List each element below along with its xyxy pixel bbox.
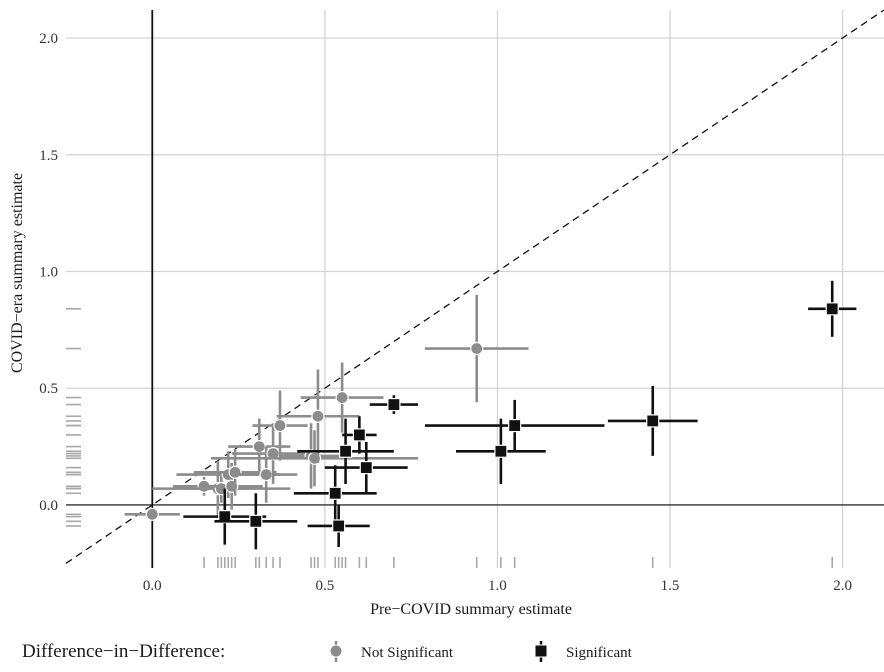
y-tick-label: 1.5 bbox=[39, 148, 58, 164]
not-significant-point-group bbox=[252, 390, 308, 461]
not-significant-point-group bbox=[210, 430, 419, 487]
not-significant-point-group bbox=[424, 294, 529, 403]
significant-point-group bbox=[297, 418, 394, 484]
significant-marker bbox=[352, 428, 366, 442]
significant-marker bbox=[359, 461, 373, 475]
y-tick-label: 0.5 bbox=[39, 381, 58, 397]
significant-marker bbox=[328, 486, 342, 500]
x-tick-label: 1.5 bbox=[661, 578, 680, 594]
not-significant-marker bbox=[470, 341, 484, 356]
not-significant-marker bbox=[273, 418, 287, 433]
significant-point-group bbox=[369, 395, 419, 414]
tick-labels: 0.0 0.5 1.0 1.5 2.0 0.0 0.5 1.0 1.5 2.0 bbox=[39, 31, 852, 594]
legend-label-significant: Significant bbox=[566, 645, 633, 661]
x-axis-title: Pre−COVID summary estimate bbox=[370, 601, 572, 618]
legend-key-significant bbox=[534, 641, 548, 662]
data-points bbox=[124, 280, 857, 550]
not-significant-marker bbox=[335, 390, 349, 405]
grid-layer bbox=[66, 10, 884, 568]
significant-point-group bbox=[293, 465, 377, 522]
legend-key-not-significant bbox=[329, 641, 343, 662]
x-tick-label: 2.0 bbox=[833, 578, 852, 594]
significant-marker bbox=[825, 302, 839, 316]
x-tick-label: 1.0 bbox=[488, 578, 507, 594]
significant-marker bbox=[249, 514, 263, 528]
significant-marker bbox=[332, 519, 346, 533]
legend-label-not-significant: Not Significant bbox=[361, 645, 454, 661]
legend: Difference−in−Difference: Not Significan… bbox=[22, 641, 633, 662]
significant-point-group bbox=[214, 493, 298, 550]
identity-dashed-line bbox=[65, 9, 884, 564]
y-tick-label: 2.0 bbox=[39, 31, 58, 47]
not-significant-point-group bbox=[300, 362, 384, 433]
significant-marker bbox=[508, 418, 522, 433]
reference-lines bbox=[65, 9, 884, 568]
significant-point-group bbox=[324, 441, 408, 494]
y-tick-label: 0.0 bbox=[39, 498, 58, 514]
significant-marker bbox=[338, 444, 353, 458]
not-significant-point-group bbox=[124, 507, 180, 521]
not-significant-marker bbox=[252, 439, 266, 454]
significant-point-group bbox=[342, 416, 377, 454]
legend-title: Difference−in−Difference: bbox=[22, 641, 225, 662]
not-significant-point-group bbox=[235, 446, 298, 503]
not-significant-marker bbox=[311, 409, 325, 423]
x-tick-label: 0.5 bbox=[315, 578, 334, 594]
significant-point-group bbox=[808, 280, 857, 337]
legend-significant-marker bbox=[534, 644, 548, 658]
not-significant-point-group bbox=[228, 418, 291, 475]
not-significant-point-group bbox=[276, 369, 360, 463]
significant-marker bbox=[494, 444, 508, 458]
not-significant-marker bbox=[228, 465, 242, 479]
significant-point-group bbox=[424, 399, 605, 452]
legend-not-significant-marker bbox=[329, 644, 343, 658]
significant-point-group bbox=[307, 504, 370, 547]
significant-point-group bbox=[183, 488, 267, 545]
significant-point-group bbox=[607, 385, 698, 456]
y-tick-label: 1.0 bbox=[39, 264, 58, 280]
significant-point-group bbox=[456, 418, 546, 484]
not-significant-marker bbox=[145, 507, 159, 521]
rug-layer bbox=[66, 308, 834, 568]
not-significant-marker bbox=[259, 468, 273, 482]
x-tick-label: 0.0 bbox=[143, 578, 162, 594]
significant-marker bbox=[387, 397, 401, 412]
significant-marker bbox=[218, 510, 232, 524]
y-axis-title: COVID−era summary estimate bbox=[9, 173, 26, 373]
significant-marker bbox=[646, 414, 660, 428]
not-significant-point-group bbox=[231, 423, 315, 484]
